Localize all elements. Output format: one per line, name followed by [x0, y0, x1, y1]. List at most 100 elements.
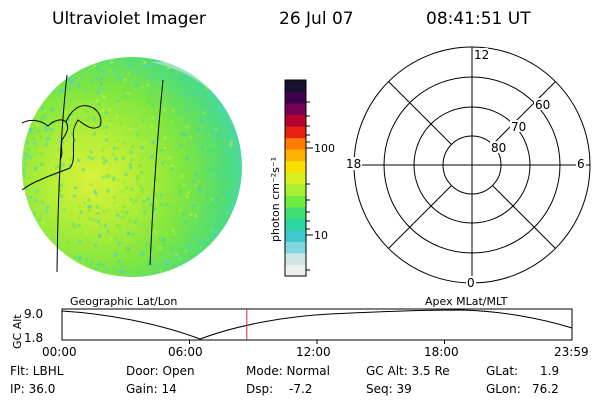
speckle	[151, 103, 155, 107]
speckle	[136, 194, 140, 198]
speckle	[50, 128, 54, 131]
speckle	[99, 77, 103, 81]
speckle	[32, 254, 36, 258]
speckle	[138, 164, 142, 167]
speckle	[162, 243, 166, 247]
speckle	[54, 162, 58, 166]
speckle	[228, 259, 232, 263]
speckle	[150, 258, 154, 262]
speckle	[25, 213, 29, 217]
speckle	[179, 144, 183, 148]
speckle	[44, 128, 48, 132]
speckle	[27, 267, 31, 271]
speckle	[112, 178, 115, 182]
info-panel: Flt: LBHL IP: 36.0 Door: Open Gain: 14 M…	[10, 364, 559, 396]
speckle	[43, 259, 47, 262]
speckle	[106, 93, 110, 97]
speckle	[151, 140, 155, 144]
speckle	[25, 153, 29, 157]
speckle	[225, 190, 229, 194]
speckle	[23, 162, 27, 166]
speckle	[40, 118, 44, 121]
speckle	[170, 120, 174, 124]
speckle	[161, 69, 165, 73]
colorbar-frame	[284, 79, 307, 277]
speckle	[60, 141, 64, 145]
speckle	[168, 156, 172, 160]
speckle	[202, 100, 205, 104]
speckle	[192, 249, 196, 252]
speckle	[40, 153, 44, 157]
speckle	[185, 157, 189, 161]
speckle	[207, 120, 211, 124]
colorbar-tick-100: 100	[314, 142, 335, 155]
speckle	[125, 123, 129, 127]
speckle	[207, 131, 211, 135]
speckle	[101, 109, 105, 112]
speckle	[35, 190, 39, 193]
speckle	[81, 228, 84, 232]
speckle	[238, 122, 242, 126]
speckle	[77, 65, 81, 68]
speckle	[235, 123, 239, 127]
speckle	[198, 180, 202, 184]
speckle	[81, 168, 85, 172]
speckle	[94, 218, 98, 222]
colorbar-cell	[285, 183, 306, 196]
speckle	[181, 132, 184, 136]
speckle	[183, 219, 187, 223]
speckle	[112, 146, 116, 150]
speckle	[112, 176, 116, 180]
speckle	[97, 102, 101, 106]
speckle	[185, 108, 189, 112]
speckle	[186, 67, 190, 71]
speckle	[241, 147, 242, 151]
speckle	[125, 186, 129, 190]
speckle	[24, 255, 28, 259]
speckle	[151, 116, 155, 120]
speckle	[77, 204, 81, 208]
speckle	[63, 208, 67, 212]
speckle	[154, 59, 158, 63]
speckle	[59, 194, 63, 198]
speckle	[97, 87, 101, 91]
speckle	[121, 210, 125, 214]
speckle	[49, 247, 53, 251]
speckle	[176, 197, 180, 201]
speckle	[115, 74, 119, 78]
speckle	[134, 83, 138, 87]
speckle	[226, 68, 230, 72]
speckle	[173, 233, 176, 236]
speckle	[160, 76, 163, 80]
speckle	[97, 219, 101, 223]
speckle	[116, 178, 120, 182]
speckle	[230, 252, 234, 256]
speckle	[105, 110, 108, 114]
speckle	[87, 116, 91, 120]
speckle	[80, 105, 84, 109]
speckle	[173, 109, 177, 113]
speckle	[34, 167, 38, 170]
speckle	[98, 261, 102, 265]
speckle	[125, 211, 129, 215]
speckle	[33, 172, 37, 175]
speckle	[85, 110, 89, 114]
speckle	[203, 270, 207, 274]
speckle	[221, 119, 225, 122]
speckle	[24, 220, 28, 224]
speckle	[58, 259, 61, 263]
speckle	[90, 217, 94, 221]
colorbar-ticks	[306, 101, 313, 271]
speckle	[191, 204, 195, 208]
speckle	[205, 87, 209, 91]
speckle	[47, 137, 51, 141]
speckle	[230, 249, 233, 253]
speckle	[159, 270, 162, 274]
speckle	[160, 193, 163, 197]
speckle	[235, 270, 239, 274]
speckle	[156, 137, 160, 141]
coastline	[21, 105, 102, 191]
speckle	[231, 74, 235, 78]
info-ip: IP: 36.0	[10, 382, 55, 396]
speckle	[217, 272, 221, 276]
